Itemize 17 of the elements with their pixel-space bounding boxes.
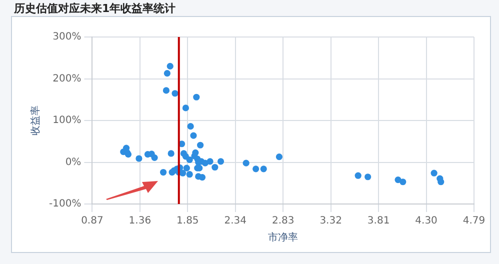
y-axis-title: 收益率: [30, 106, 42, 136]
x-tick-label: 2.83: [272, 216, 294, 227]
y-tick-label: 0%: [65, 156, 82, 168]
x-tick-label: 4.79: [462, 216, 486, 227]
x-tick-label: 3.81: [367, 216, 390, 227]
x-tick-label: 4.30: [415, 216, 438, 227]
x-tick-label: 3.32: [320, 216, 342, 227]
y-tick-label: 300%: [52, 32, 82, 43]
x-axis-title: 市净率: [268, 232, 298, 244]
x-tick-label: 1.36: [128, 216, 152, 227]
y-tick-label: 100%: [52, 115, 82, 126]
x-tick-label: 1.85: [176, 216, 199, 227]
x-tick-label: 2.34: [224, 216, 247, 227]
x-tick-label: 0.87: [81, 216, 104, 227]
y-tick-label: 200%: [52, 73, 82, 84]
y-tick-label: -100%: [48, 198, 82, 210]
chart-title: 历史估值对应未来1年收益率统计: [14, 1, 176, 16]
